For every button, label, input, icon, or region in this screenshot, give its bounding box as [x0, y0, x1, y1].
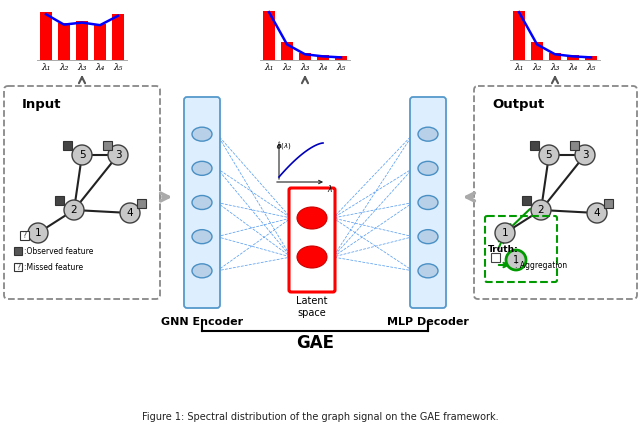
Text: λ₅: λ₅ — [113, 63, 123, 72]
Bar — [54, 195, 63, 205]
Circle shape — [539, 145, 559, 165]
Ellipse shape — [192, 230, 212, 244]
Bar — [93, 24, 106, 60]
Text: λ₂: λ₂ — [282, 63, 292, 72]
Text: Input: Input — [22, 98, 61, 111]
Text: 2: 2 — [538, 205, 544, 215]
Text: ?: ? — [16, 263, 20, 271]
FancyBboxPatch shape — [184, 97, 220, 308]
Bar — [570, 141, 579, 149]
Bar — [317, 55, 330, 60]
FancyBboxPatch shape — [474, 86, 637, 299]
Ellipse shape — [192, 264, 212, 278]
Ellipse shape — [418, 230, 438, 244]
Text: λ₄: λ₄ — [568, 63, 578, 72]
Text: GAE: GAE — [296, 334, 334, 352]
Ellipse shape — [297, 246, 327, 268]
Text: Figure 1: Spectral distribution of the graph signal on the GAE framework.: Figure 1: Spectral distribution of the g… — [141, 412, 499, 422]
Bar — [335, 56, 348, 60]
Ellipse shape — [192, 195, 212, 209]
Text: λ₁: λ₁ — [515, 63, 524, 72]
Circle shape — [495, 223, 515, 243]
Circle shape — [531, 200, 551, 220]
Bar — [14, 263, 22, 271]
Text: λ₂: λ₂ — [60, 63, 68, 72]
Bar — [262, 10, 275, 60]
Bar — [40, 12, 52, 60]
Ellipse shape — [192, 127, 212, 141]
FancyBboxPatch shape — [4, 86, 160, 299]
Text: λ₂: λ₂ — [532, 63, 541, 72]
Text: Truth:: Truth: — [488, 245, 519, 254]
Text: 1: 1 — [35, 228, 42, 238]
Ellipse shape — [192, 161, 212, 175]
Text: ?: ? — [22, 230, 26, 239]
Bar — [280, 42, 294, 60]
Text: $\lambda$: $\lambda$ — [327, 183, 333, 194]
Circle shape — [587, 203, 607, 223]
Ellipse shape — [418, 195, 438, 209]
Text: Output: Output — [492, 98, 544, 111]
Text: 5: 5 — [546, 150, 552, 160]
Ellipse shape — [418, 127, 438, 141]
Circle shape — [72, 145, 92, 165]
Bar — [529, 141, 538, 149]
Bar — [531, 42, 543, 60]
Text: λ₁: λ₁ — [264, 63, 274, 72]
Circle shape — [575, 145, 595, 165]
Text: 5: 5 — [79, 150, 85, 160]
Bar — [111, 14, 124, 60]
Text: : Aggregation: : Aggregation — [515, 260, 567, 270]
Text: 2: 2 — [70, 205, 77, 215]
Bar — [548, 53, 561, 60]
Ellipse shape — [418, 161, 438, 175]
Circle shape — [28, 223, 48, 243]
Ellipse shape — [297, 207, 327, 229]
Circle shape — [64, 200, 84, 220]
Text: 3: 3 — [582, 150, 588, 160]
Text: :Missed feature: :Missed feature — [24, 263, 83, 271]
Text: $\hat{g}(\lambda)$: $\hat{g}(\lambda)$ — [276, 141, 291, 153]
Text: GNN Encoder: GNN Encoder — [161, 317, 243, 327]
Bar — [584, 56, 598, 60]
Bar — [522, 195, 531, 205]
Text: λ₁: λ₁ — [42, 63, 51, 72]
Bar — [76, 21, 88, 60]
Text: 1: 1 — [513, 255, 519, 265]
Text: λ₄: λ₄ — [318, 63, 328, 72]
Circle shape — [506, 250, 526, 270]
Text: :Observed feature: :Observed feature — [24, 246, 93, 256]
Text: λ₅: λ₅ — [336, 63, 346, 72]
Circle shape — [108, 145, 128, 165]
FancyBboxPatch shape — [289, 188, 335, 292]
Bar — [604, 198, 612, 208]
Text: λ₃: λ₃ — [300, 63, 310, 72]
Bar — [298, 53, 312, 60]
Bar — [566, 55, 579, 60]
Text: 1: 1 — [502, 228, 508, 238]
Text: λ₅: λ₅ — [586, 63, 596, 72]
Bar — [490, 253, 499, 261]
Bar — [136, 198, 145, 208]
Bar — [19, 230, 29, 239]
Text: MLP Decoder: MLP Decoder — [387, 317, 469, 327]
Bar — [513, 10, 525, 60]
Bar — [14, 247, 22, 255]
Text: λ₃: λ₃ — [77, 63, 86, 72]
Circle shape — [120, 203, 140, 223]
Text: λ₄: λ₄ — [95, 63, 105, 72]
Text: 4: 4 — [594, 208, 600, 218]
Text: Latent
space: Latent space — [296, 296, 328, 318]
Text: 4: 4 — [127, 208, 133, 218]
Bar — [63, 141, 72, 149]
Text: 3: 3 — [115, 150, 122, 160]
Text: λ₃: λ₃ — [550, 63, 560, 72]
FancyBboxPatch shape — [410, 97, 446, 308]
Bar — [58, 23, 70, 60]
Ellipse shape — [418, 264, 438, 278]
Bar — [102, 141, 111, 149]
